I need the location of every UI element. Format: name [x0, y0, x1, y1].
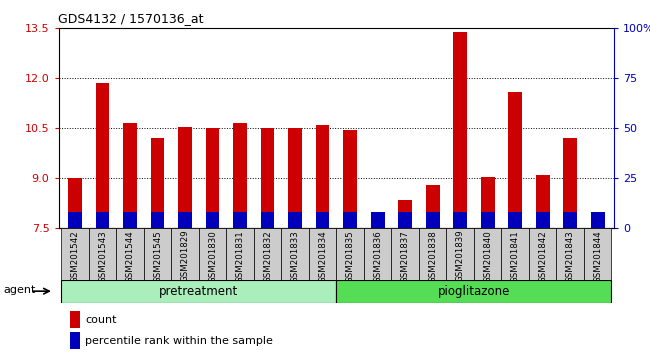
Text: GSM201844: GSM201844 — [593, 230, 603, 282]
Bar — [151, 138, 164, 228]
Text: GSM201834: GSM201834 — [318, 230, 327, 282]
FancyBboxPatch shape — [226, 228, 254, 280]
Text: pretreatment: pretreatment — [159, 285, 239, 298]
Bar — [426, 212, 439, 228]
Bar — [398, 200, 412, 228]
Bar — [564, 212, 577, 228]
FancyBboxPatch shape — [309, 228, 337, 280]
Bar — [536, 212, 550, 228]
Text: GSM201542: GSM201542 — [70, 230, 79, 282]
FancyBboxPatch shape — [337, 280, 612, 303]
Bar — [481, 177, 495, 228]
Bar — [151, 212, 164, 228]
Bar — [68, 212, 82, 228]
FancyBboxPatch shape — [89, 228, 116, 280]
Text: agent: agent — [3, 285, 35, 295]
Text: percentile rank within the sample: percentile rank within the sample — [85, 336, 273, 346]
FancyBboxPatch shape — [281, 228, 309, 280]
Bar — [316, 125, 330, 228]
FancyBboxPatch shape — [529, 228, 556, 280]
Text: GSM201841: GSM201841 — [511, 230, 520, 282]
Bar — [453, 32, 467, 228]
Bar — [233, 212, 247, 228]
FancyBboxPatch shape — [144, 228, 172, 280]
FancyBboxPatch shape — [61, 280, 337, 303]
Bar — [261, 129, 274, 228]
Text: GSM201830: GSM201830 — [208, 230, 217, 282]
Bar — [370, 220, 385, 228]
Bar — [288, 212, 302, 228]
Bar — [343, 212, 357, 228]
Bar — [453, 212, 467, 228]
Bar — [205, 212, 220, 228]
FancyBboxPatch shape — [419, 228, 447, 280]
Bar — [508, 212, 522, 228]
Text: GSM201840: GSM201840 — [483, 230, 492, 282]
Text: GSM201842: GSM201842 — [538, 230, 547, 282]
FancyBboxPatch shape — [391, 228, 419, 280]
Text: GSM201545: GSM201545 — [153, 230, 162, 282]
Text: GSM201544: GSM201544 — [125, 230, 135, 282]
Bar — [398, 212, 412, 228]
Bar — [205, 129, 220, 228]
Bar — [123, 123, 137, 228]
Bar — [591, 212, 604, 228]
FancyBboxPatch shape — [199, 228, 226, 280]
Text: GSM201835: GSM201835 — [346, 230, 355, 282]
Bar — [591, 220, 604, 228]
Text: GSM201838: GSM201838 — [428, 230, 437, 282]
Text: pioglitazone: pioglitazone — [437, 285, 510, 298]
FancyBboxPatch shape — [584, 228, 612, 280]
FancyBboxPatch shape — [61, 228, 89, 280]
Text: GSM201843: GSM201843 — [566, 230, 575, 282]
Text: GSM201832: GSM201832 — [263, 230, 272, 282]
Text: GSM201543: GSM201543 — [98, 230, 107, 282]
Bar — [96, 83, 109, 228]
Bar — [288, 129, 302, 228]
Bar — [70, 332, 79, 349]
Bar — [343, 130, 357, 228]
Bar — [426, 185, 439, 228]
Bar — [508, 92, 522, 228]
Bar — [68, 178, 82, 228]
Text: GSM201836: GSM201836 — [373, 230, 382, 282]
Text: GSM201837: GSM201837 — [400, 230, 410, 282]
Bar — [564, 138, 577, 228]
Bar — [261, 212, 274, 228]
Bar — [233, 123, 247, 228]
Bar — [96, 212, 109, 228]
FancyBboxPatch shape — [172, 228, 199, 280]
FancyBboxPatch shape — [254, 228, 281, 280]
Text: GDS4132 / 1570136_at: GDS4132 / 1570136_at — [58, 12, 204, 25]
Bar — [481, 212, 495, 228]
Text: GSM201829: GSM201829 — [181, 230, 190, 282]
FancyBboxPatch shape — [116, 228, 144, 280]
Text: GSM201833: GSM201833 — [291, 230, 300, 282]
Text: count: count — [85, 315, 117, 325]
FancyBboxPatch shape — [447, 228, 474, 280]
FancyBboxPatch shape — [474, 228, 501, 280]
Text: GSM201831: GSM201831 — [235, 230, 244, 282]
Bar — [123, 212, 137, 228]
Text: GSM201839: GSM201839 — [456, 230, 465, 282]
Bar — [178, 127, 192, 228]
FancyBboxPatch shape — [501, 228, 529, 280]
Bar — [316, 212, 330, 228]
Bar — [370, 212, 385, 228]
FancyBboxPatch shape — [337, 228, 364, 280]
FancyBboxPatch shape — [364, 228, 391, 280]
Bar — [70, 311, 79, 328]
FancyBboxPatch shape — [556, 228, 584, 280]
Bar — [536, 175, 550, 228]
Bar — [178, 212, 192, 228]
